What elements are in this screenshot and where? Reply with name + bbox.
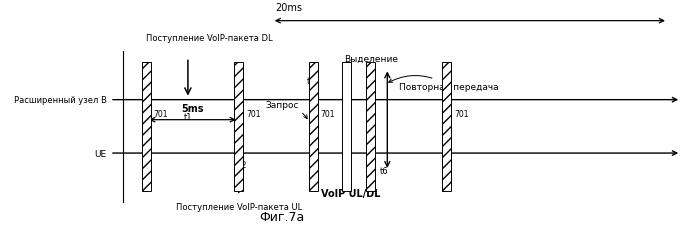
Text: 701: 701 bbox=[454, 109, 468, 118]
Text: t4: t4 bbox=[309, 167, 317, 176]
Text: t5: t5 bbox=[366, 167, 375, 176]
Text: t6: t6 bbox=[380, 167, 389, 176]
Text: Поступление VoIP-пакета UL: Поступление VoIP-пакета UL bbox=[175, 202, 302, 211]
Text: UE: UE bbox=[94, 149, 107, 158]
Text: t2: t2 bbox=[239, 160, 247, 169]
Text: 5ms: 5ms bbox=[181, 104, 204, 114]
Bar bbox=[142, 63, 151, 191]
Text: Повторная передача: Повторная передача bbox=[389, 76, 499, 91]
Text: Запрос: Запрос bbox=[265, 100, 308, 119]
Bar bbox=[309, 63, 318, 191]
Text: Поступление VoIP-пакета DL: Поступление VoIP-пакета DL bbox=[145, 34, 273, 43]
Bar bbox=[234, 63, 243, 191]
Text: Выделение: Выделение bbox=[345, 55, 398, 64]
Bar bbox=[366, 63, 375, 191]
Text: t3: t3 bbox=[307, 77, 316, 86]
Text: 701: 701 bbox=[246, 109, 261, 118]
Text: Фиг.7а: Фиг.7а bbox=[259, 210, 304, 223]
Text: 701: 701 bbox=[321, 109, 335, 118]
Text: Расширенный узел B: Расширенный узел B bbox=[14, 96, 107, 105]
Text: t1: t1 bbox=[184, 112, 192, 121]
Bar bbox=[342, 63, 351, 191]
Text: 701: 701 bbox=[154, 109, 168, 118]
Text: VoIP UL/DL: VoIP UL/DL bbox=[322, 188, 381, 198]
Text: 20ms: 20ms bbox=[275, 3, 302, 13]
Bar bbox=[442, 63, 452, 191]
